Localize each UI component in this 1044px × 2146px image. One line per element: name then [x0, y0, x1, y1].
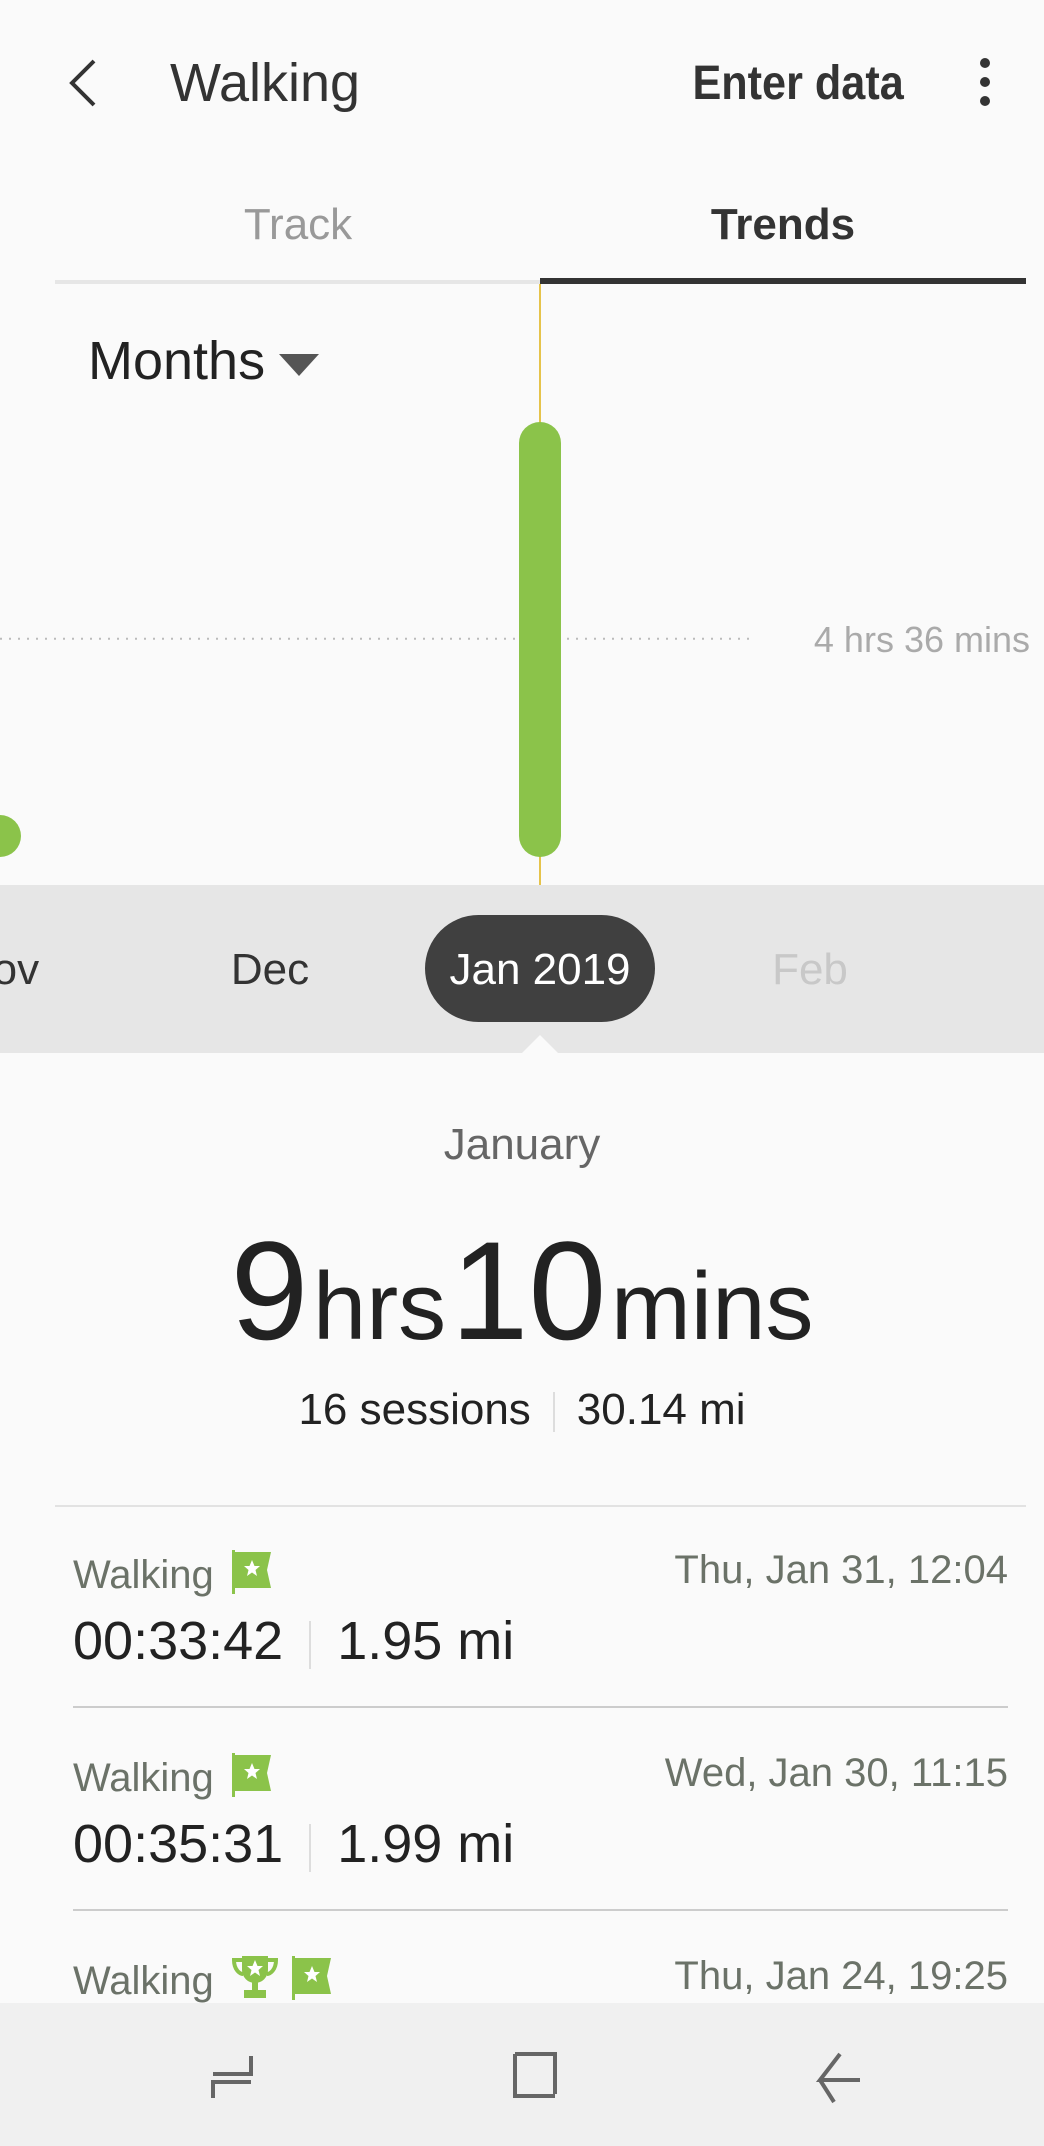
timeline-label-feb: Feb — [772, 945, 848, 994]
sessions-count: 16 sessions — [298, 1385, 531, 1434]
session-duration: 00:35:31 — [73, 1814, 284, 1874]
session-values: 00:33:42 1.95 mi — [73, 1610, 514, 1672]
divider — [73, 1706, 1008, 1708]
summary-total: 9 hrs 10 mins — [0, 1210, 1044, 1372]
more-options-icon[interactable] — [970, 55, 1000, 110]
minutes-value: 10 — [450, 1212, 607, 1369]
separator — [552, 1392, 555, 1433]
trend-chart[interactable]: 4 hrs 36 mins — [0, 284, 1044, 885]
minutes-unit: mins — [610, 1253, 814, 1360]
session-date: Thu, Jan 24, 19:25 — [674, 1954, 1008, 1998]
divider — [55, 1505, 1026, 1507]
summary-stats: 16 sessions 30.14 mi — [0, 1385, 1044, 1435]
session-values: 00:35:31 1.99 mi — [73, 1813, 514, 1875]
session-type: Walking — [73, 1751, 276, 1807]
back-arrow-icon[interactable] — [62, 55, 112, 110]
page-title: Walking — [170, 53, 361, 113]
session-badges — [230, 1548, 276, 1604]
tab-divider — [55, 280, 540, 284]
separator — [309, 1620, 312, 1669]
session-list-item[interactable]: Walking Thu, Jan 31, 12:04 00:33:42 1.95 mi — [73, 1508, 1008, 1708]
session-duration: 00:33:42 — [73, 1611, 284, 1671]
flag-icon — [231, 1550, 271, 1594]
session-type-label: Walking — [73, 1959, 214, 2003]
session-list-item[interactable]: Walking Wed, Jan 30, 11:15 00:35:31 1.99 mi — [73, 1711, 1008, 1911]
session-badges — [230, 1751, 276, 1807]
session-type: Walking — [73, 1548, 276, 1604]
session-distance: 1.99 mi — [337, 1814, 515, 1874]
period-value: Months — [88, 331, 266, 391]
timeline-label-nov[interactable]: Nov — [0, 945, 40, 994]
timeline-bar[interactable]: Nov Dec Jan 2019 Feb — [0, 885, 1044, 1053]
hours-unit: hrs — [312, 1253, 447, 1360]
trophy-icon — [231, 1956, 278, 1998]
home-icon[interactable] — [505, 2048, 565, 2108]
bar-nov[interactable] — [0, 815, 21, 857]
session-list-item[interactable]: Walking Thu, Jan 24, 19:25 — [73, 1914, 1008, 2114]
session-distance: 1.95 mi — [337, 1611, 515, 1671]
back-nav-icon[interactable] — [810, 2048, 870, 2108]
tab-track[interactable]: Track — [243, 200, 353, 249]
separator — [309, 1823, 312, 1872]
divider — [73, 1909, 1008, 1911]
bar-jan-2019[interactable] — [519, 422, 561, 857]
enter-data-button[interactable]: Enter data — [692, 57, 904, 110]
summary-month: January — [443, 1120, 601, 1169]
caret-down-icon — [279, 353, 320, 376]
hours-value: 9 — [230, 1212, 309, 1369]
period-dropdown[interactable]: Months — [88, 330, 320, 392]
timeline-label-jan[interactable]: Jan 2019 — [449, 945, 631, 994]
session-badges — [230, 1954, 336, 2010]
flag-icon — [231, 1753, 271, 1797]
session-type: Walking — [73, 1954, 336, 2010]
timeline-label-dec[interactable]: Dec — [230, 945, 310, 994]
session-type-label: Walking — [73, 1756, 214, 1800]
session-type-label: Walking — [73, 1553, 214, 1597]
tab-trends[interactable]: Trends — [710, 200, 856, 249]
system-nav-bar — [0, 2003, 1044, 2146]
session-date: Wed, Jan 30, 11:15 — [664, 1751, 1008, 1795]
flag-icon — [291, 1956, 331, 2000]
recent-apps-icon[interactable] — [205, 2048, 265, 2108]
average-label: 4 hrs 36 mins — [814, 619, 1030, 660]
active-tab-indicator — [540, 278, 1026, 284]
pointer-notch — [522, 1035, 558, 1053]
total-distance: 30.14 mi — [576, 1385, 746, 1434]
selected-period-pill[interactable] — [425, 915, 655, 1022]
session-date: Thu, Jan 31, 12:04 — [674, 1548, 1008, 1592]
